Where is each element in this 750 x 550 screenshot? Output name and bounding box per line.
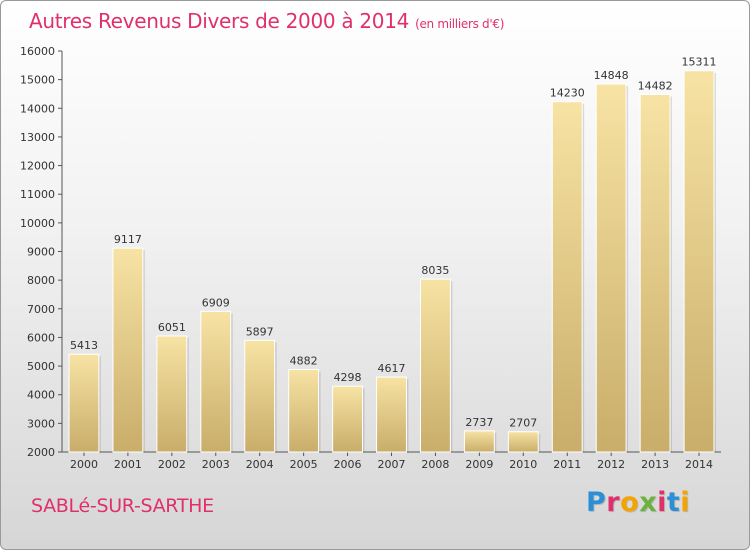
y-tick-label: 6000 — [27, 331, 55, 344]
data-label: 5413 — [70, 339, 98, 352]
bar — [244, 339, 276, 453]
chart-title: Autres Revenus Divers de 2000 à 2014 (en … — [29, 9, 504, 33]
y-tick-label: 7000 — [27, 303, 55, 316]
x-tick-label: 2011 — [553, 458, 581, 471]
data-label: 6051 — [158, 321, 186, 334]
y-tick-label: 4000 — [27, 389, 55, 402]
y-tick-label: 8000 — [27, 274, 55, 287]
x-tick-label: 2002 — [158, 458, 186, 471]
data-label: 14482 — [638, 79, 673, 92]
y-tick-label: 13000 — [20, 131, 55, 144]
chart-unit: (en milliers d'€) — [415, 17, 505, 31]
bar — [112, 247, 144, 453]
data-labels: 5413 9117 6051 6909 5897 4882 4298 4617 8035 2737… — [70, 56, 717, 430]
city-name: SABLé-SUR-SARTHE — [31, 495, 214, 517]
bar — [288, 368, 320, 453]
data-label: 2707 — [509, 417, 537, 430]
data-label: 4617 — [378, 362, 406, 375]
y-tick-label: 11000 — [20, 188, 55, 201]
y-axis: 2000 3000 4000 5000 6000 7000 8000 9000 10000 110… — [20, 45, 63, 459]
x-tick-label: 2009 — [465, 458, 493, 471]
x-tick-label: 2007 — [378, 458, 406, 471]
x-tick-label: 2004 — [246, 458, 274, 471]
data-label: 4882 — [290, 354, 318, 367]
chart-title-text: Autres Revenus Divers de 2000 à 2014 — [29, 9, 410, 33]
y-tick-label: 5000 — [27, 360, 55, 373]
logo-letter: o — [620, 487, 640, 518]
bar — [683, 70, 715, 453]
data-label: 2737 — [465, 416, 493, 429]
logo-letter: x — [639, 487, 658, 518]
bar — [507, 431, 539, 453]
logo-letter: i — [657, 487, 667, 518]
proxiti-logo[interactable]: Proxiti — [586, 487, 690, 518]
y-tick-label: 9000 — [27, 246, 55, 259]
x-axis: 2000 2001 2002 2003 2004 2005 2006 2007 2008 2009… — [62, 451, 721, 471]
logo-letter: P — [586, 487, 607, 518]
bar — [419, 278, 451, 453]
y-tick-label: 14000 — [20, 102, 55, 115]
bar — [463, 430, 495, 453]
y-tick-label: 3000 — [27, 417, 55, 430]
x-tick-label: 2008 — [421, 458, 449, 471]
y-tick-label: 12000 — [20, 160, 55, 173]
logo-letter: r — [606, 487, 621, 518]
x-tick-label: 2001 — [114, 458, 142, 471]
bar — [376, 376, 407, 453]
y-tick-label: 15000 — [20, 74, 55, 87]
y-tick-label: 2000 — [27, 446, 55, 459]
bar — [156, 335, 188, 453]
data-label: 9117 — [114, 233, 142, 246]
bar — [68, 353, 100, 453]
x-tick-label: 2010 — [509, 458, 537, 471]
y-tick-label: 16000 — [20, 45, 55, 58]
x-tick-label: 2013 — [641, 458, 669, 471]
x-tick-label: 2003 — [202, 458, 230, 471]
data-label: 15311 — [682, 56, 717, 69]
bar — [200, 310, 232, 453]
data-label: 14230 — [550, 87, 585, 100]
x-tick-label: 2005 — [290, 458, 318, 471]
x-tick-label: 2000 — [70, 458, 98, 471]
y-tick-label: 10000 — [20, 217, 55, 230]
data-label: 8035 — [421, 264, 449, 277]
data-label: 5897 — [246, 325, 274, 338]
bars — [68, 70, 716, 453]
data-label: 4298 — [334, 371, 362, 384]
bar — [639, 93, 671, 453]
logo-letter: t — [666, 487, 681, 518]
x-tick-label: 2014 — [685, 458, 713, 471]
bar — [595, 83, 627, 453]
x-tick-label: 2012 — [597, 458, 625, 471]
bar — [551, 101, 583, 453]
data-label: 6909 — [202, 296, 230, 309]
logo-letter: i — [680, 487, 691, 518]
x-tick-label: 2006 — [334, 458, 362, 471]
bar — [332, 385, 364, 453]
data-label: 14848 — [594, 69, 629, 82]
